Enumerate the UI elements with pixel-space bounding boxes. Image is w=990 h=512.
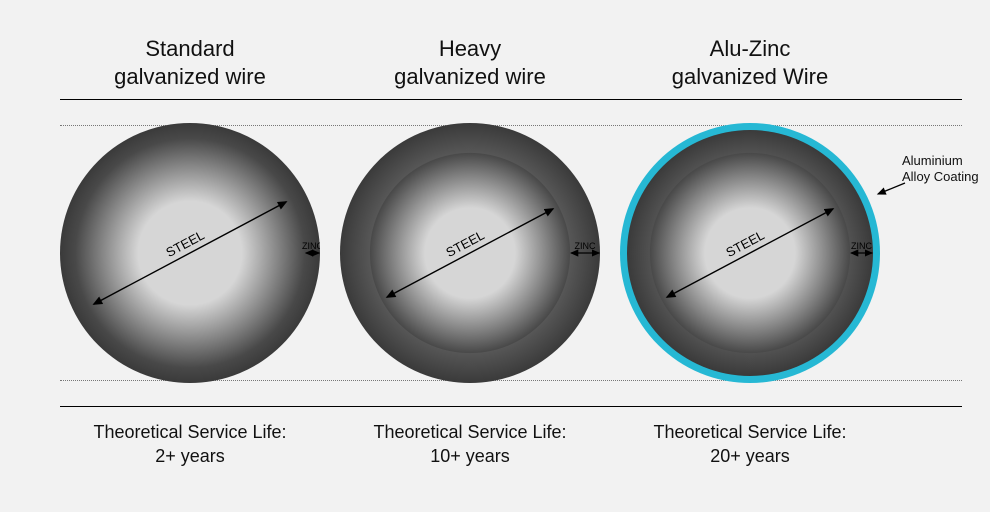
callout-arrow-icon: [0, 0, 990, 512]
diagram-container: { "layout": { "canvas_w": 990, "canvas_h…: [0, 0, 990, 512]
